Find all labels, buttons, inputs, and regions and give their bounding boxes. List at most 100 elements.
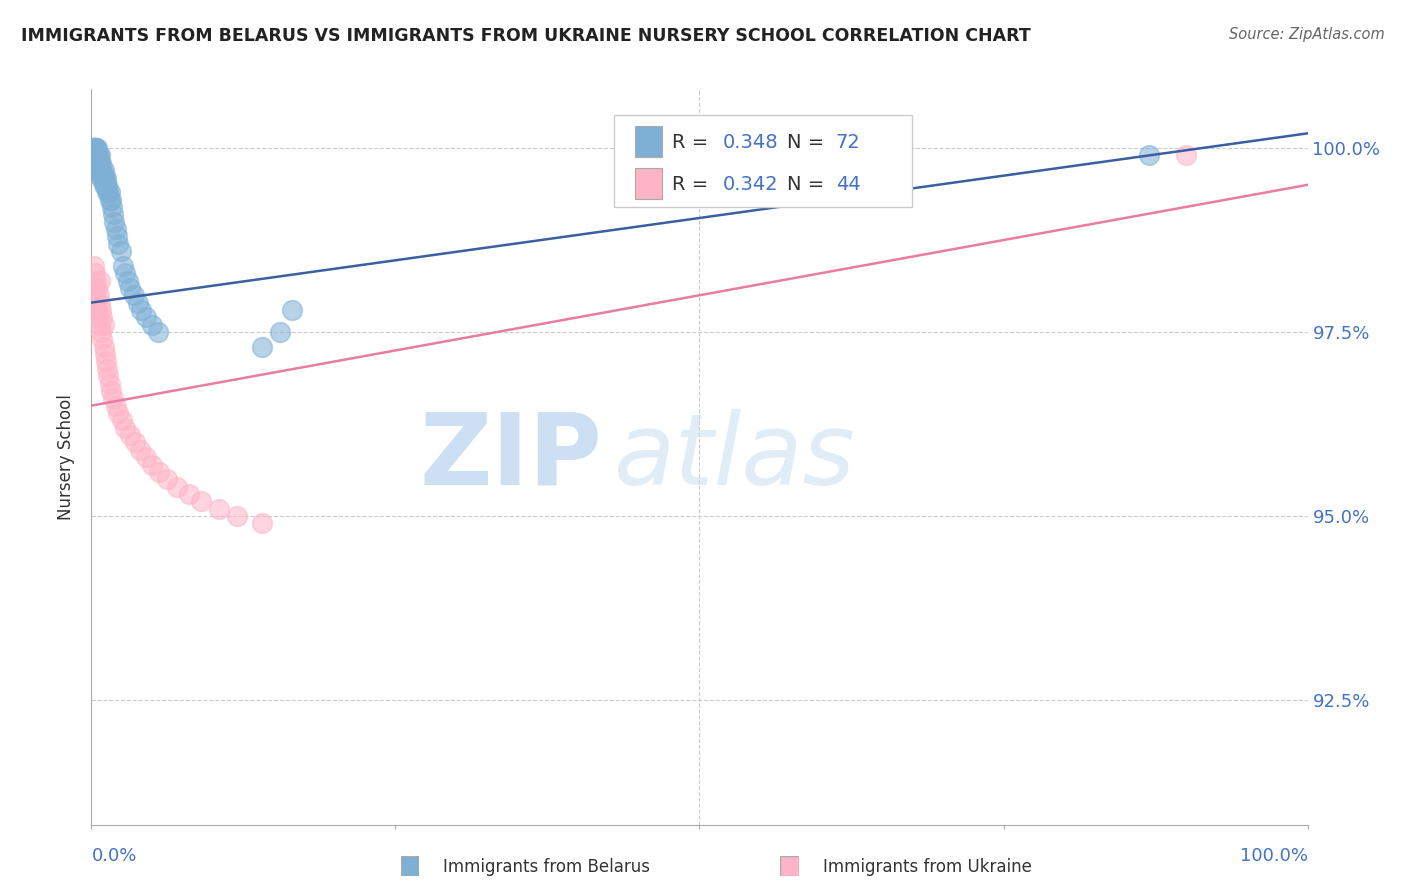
Point (86, 148, 108, 162)
Point (89, 295, 111, 310)
Point (250, 516, 273, 531)
Point (84, 274, 107, 288)
Point (84, 141, 107, 155)
Point (84, 148, 107, 162)
Point (93, 340, 115, 354)
Point (177, 487, 200, 501)
Point (141, 458, 163, 472)
Point (96, 178, 118, 192)
Point (87, 310, 110, 325)
Point (84, 148, 107, 162)
Point (90, 163, 112, 178)
Point (226, 509, 249, 524)
Point (135, 450, 157, 465)
Point (84, 148, 107, 162)
Point (84, 141, 107, 155)
Y-axis label: Nursery School: Nursery School (58, 394, 76, 520)
Point (166, 480, 188, 494)
Point (94, 354, 117, 368)
Point (269, 325, 291, 339)
Point (83, 141, 105, 155)
Point (94, 170, 117, 185)
Text: Source: ZipAtlas.com: Source: ZipAtlas.com (1229, 27, 1385, 42)
Point (281, 303, 304, 318)
Point (86, 156, 108, 170)
Point (114, 421, 136, 435)
Point (98, 376, 121, 391)
Point (86, 141, 108, 155)
Point (104, 399, 127, 413)
Point (91, 163, 114, 178)
Point (190, 494, 212, 508)
Point (87, 156, 110, 170)
Point (97, 369, 120, 384)
Point (250, 340, 273, 354)
Point (91, 333, 114, 347)
Point (96, 362, 118, 376)
Text: Immigrants from Ukraine: Immigrants from Ukraine (823, 858, 1032, 876)
Point (84, 148, 107, 162)
Point (87, 288, 110, 302)
Point (83, 141, 105, 155)
Point (91, 310, 114, 325)
Point (83, 259, 105, 273)
Point (129, 442, 152, 457)
Point (120, 281, 142, 295)
Text: 0.348: 0.348 (723, 133, 778, 152)
Point (89, 274, 111, 288)
Point (84, 266, 107, 280)
FancyBboxPatch shape (614, 115, 912, 207)
Text: IMMIGRANTS FROM BELARUS VS IMMIGRANTS FROM UKRAINE NURSERY SCHOOL CORRELATION CH: IMMIGRANTS FROM BELARUS VS IMMIGRANTS FR… (21, 27, 1031, 45)
Point (110, 244, 132, 259)
Point (111, 259, 134, 273)
Point (90, 325, 112, 339)
Point (93, 318, 115, 332)
Point (86, 148, 108, 162)
Point (90, 170, 112, 185)
Point (148, 325, 170, 339)
Point (87, 148, 110, 162)
Point (90, 303, 112, 318)
Point (117, 274, 139, 288)
Point (1139, 148, 1161, 162)
Point (89, 156, 111, 170)
Point (148, 465, 170, 479)
Point (107, 406, 129, 420)
Point (127, 295, 149, 310)
Point (89, 148, 111, 162)
Text: 44: 44 (835, 175, 860, 194)
Text: 72: 72 (835, 133, 860, 152)
Point (120, 428, 142, 442)
Point (141, 318, 163, 332)
Point (97, 186, 120, 200)
Point (135, 310, 157, 325)
Text: ZIP: ZIP (419, 409, 602, 506)
Point (1175, 148, 1198, 162)
Point (86, 163, 108, 178)
Point (122, 288, 145, 302)
Point (101, 200, 124, 214)
Point (93, 163, 115, 178)
Point (82, 148, 104, 162)
Point (156, 472, 179, 486)
Point (82, 141, 104, 155)
Point (104, 222, 127, 236)
Point (93, 178, 115, 192)
Point (129, 303, 152, 318)
Point (90, 156, 112, 170)
Text: 0.0%: 0.0% (91, 847, 136, 865)
Point (89, 318, 111, 332)
Point (114, 266, 136, 280)
Point (84, 141, 107, 155)
Text: N =: N = (787, 175, 831, 194)
Point (96, 186, 118, 200)
Text: R =: R = (672, 175, 714, 194)
Point (87, 163, 110, 178)
Point (94, 170, 117, 185)
Point (84, 141, 107, 155)
Point (208, 501, 231, 516)
Point (103, 215, 125, 229)
Point (91, 170, 114, 185)
Point (84, 156, 107, 170)
Text: R =: R = (672, 133, 714, 152)
